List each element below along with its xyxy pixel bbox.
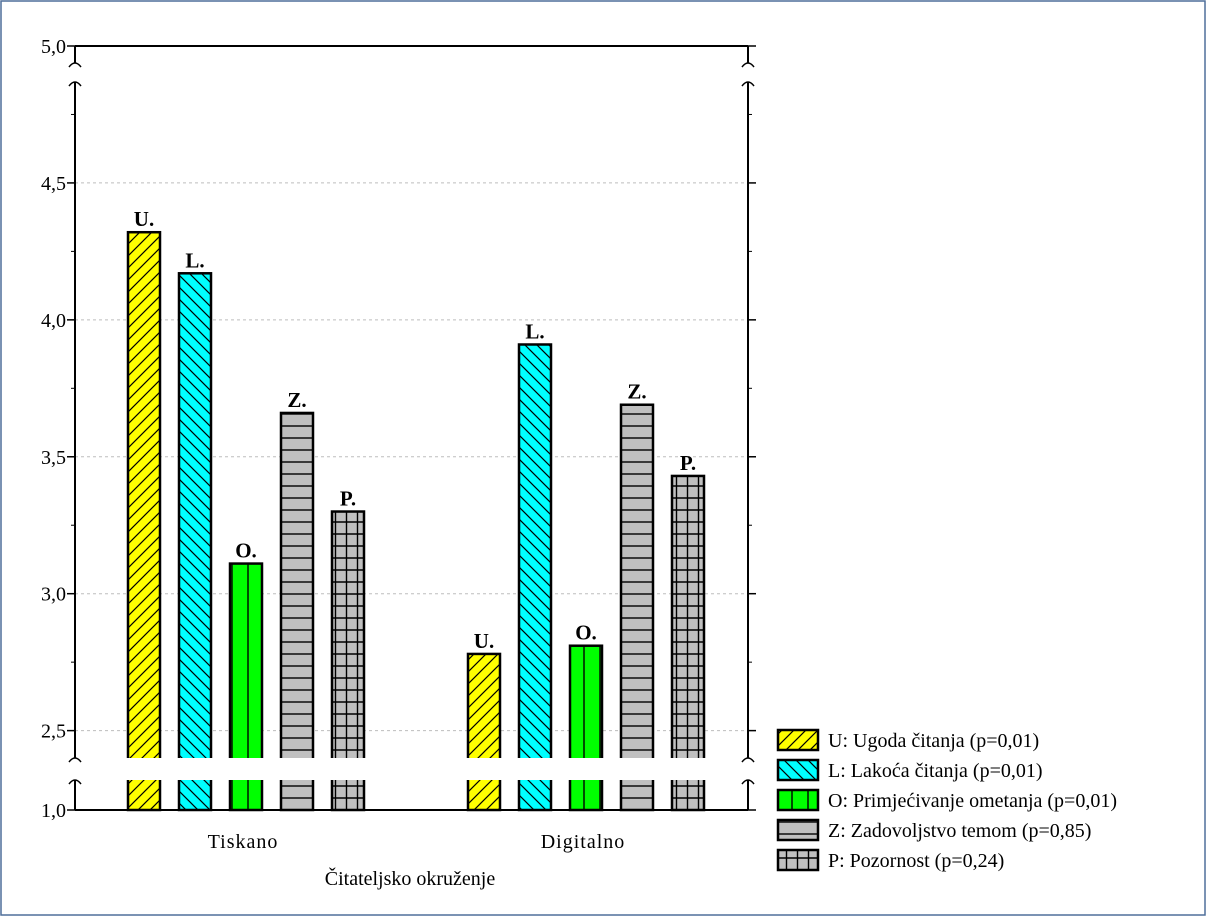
bar-data-label: P. (340, 487, 356, 511)
x-axis-title: Čitateljsko okruženje (325, 866, 496, 890)
y-tick-label: 4,0 (41, 310, 66, 332)
bar-l (177, 272, 213, 812)
axis-break-mark (68, 81, 82, 87)
axis-break-mark (741, 757, 755, 763)
bar-data-label: P. (680, 451, 696, 475)
bar-data-label: L. (185, 248, 204, 272)
x-tick-label: Digitalno (541, 831, 626, 853)
legend-swatch-z (776, 818, 820, 842)
axis-break-mark (68, 757, 82, 763)
bar-z (619, 403, 655, 812)
bar-data-label: O. (235, 539, 257, 563)
legend-entry: P: Pozornost (p=0,24) (828, 850, 1004, 872)
bar-o (568, 644, 604, 812)
bar-z (279, 411, 315, 812)
axis-break-mark (68, 62, 82, 68)
legend-entry: L: Lakoća čitanja (p=0,01) (828, 760, 1043, 782)
bar-u (126, 230, 162, 812)
axis-break-mark (741, 62, 755, 68)
bar-data-label: Z. (627, 380, 646, 404)
bar-data-label: O. (575, 621, 597, 645)
axis-break-mark (741, 81, 755, 87)
legend-swatch-u (776, 728, 820, 752)
legend-entry: O: Primjećivanje ometanja (p=0,01) (828, 790, 1117, 812)
y-tick-label: 5,0 (41, 36, 66, 58)
axis-break-mark (68, 779, 82, 785)
bar-data-label: L. (525, 319, 544, 343)
legend-swatch-p (776, 848, 820, 872)
x-tick-label: Tiskano (208, 831, 279, 853)
y-tick-label: 1,0 (41, 800, 66, 822)
bar-data-label: U. (134, 207, 154, 231)
bar-p (670, 474, 706, 812)
y-tick-label: 2,5 (41, 721, 66, 743)
y-tick-label: 3,0 (41, 584, 66, 606)
y-tick-label: 4,5 (41, 173, 66, 195)
axis-break-gap (65, 758, 758, 780)
y-tick-labels: 5,0 4,5 4,0 3,5 3,0 2,5 1,0 (41, 36, 66, 822)
bar-data-label: Z. (287, 388, 306, 412)
legend-swatch-l (776, 758, 820, 782)
x-tick-labels: Tiskano Digitalno (208, 831, 626, 853)
legend: U: Ugoda čitanja (p=0,01) L: Lakoća čitan… (776, 728, 1117, 872)
bar-u (466, 652, 502, 812)
bar-data-label: U. (474, 629, 494, 653)
axis-break-mark (741, 779, 755, 785)
y-tick-label: 3,5 (41, 447, 66, 469)
axes (65, 45, 758, 811)
legend-swatch-o (776, 788, 820, 812)
legend-entry: Z: Zadovoljstvo temom (p=0,85) (828, 820, 1091, 842)
bar-l (517, 343, 553, 812)
legend-entry: U: Ugoda čitanja (p=0,01) (828, 730, 1039, 752)
